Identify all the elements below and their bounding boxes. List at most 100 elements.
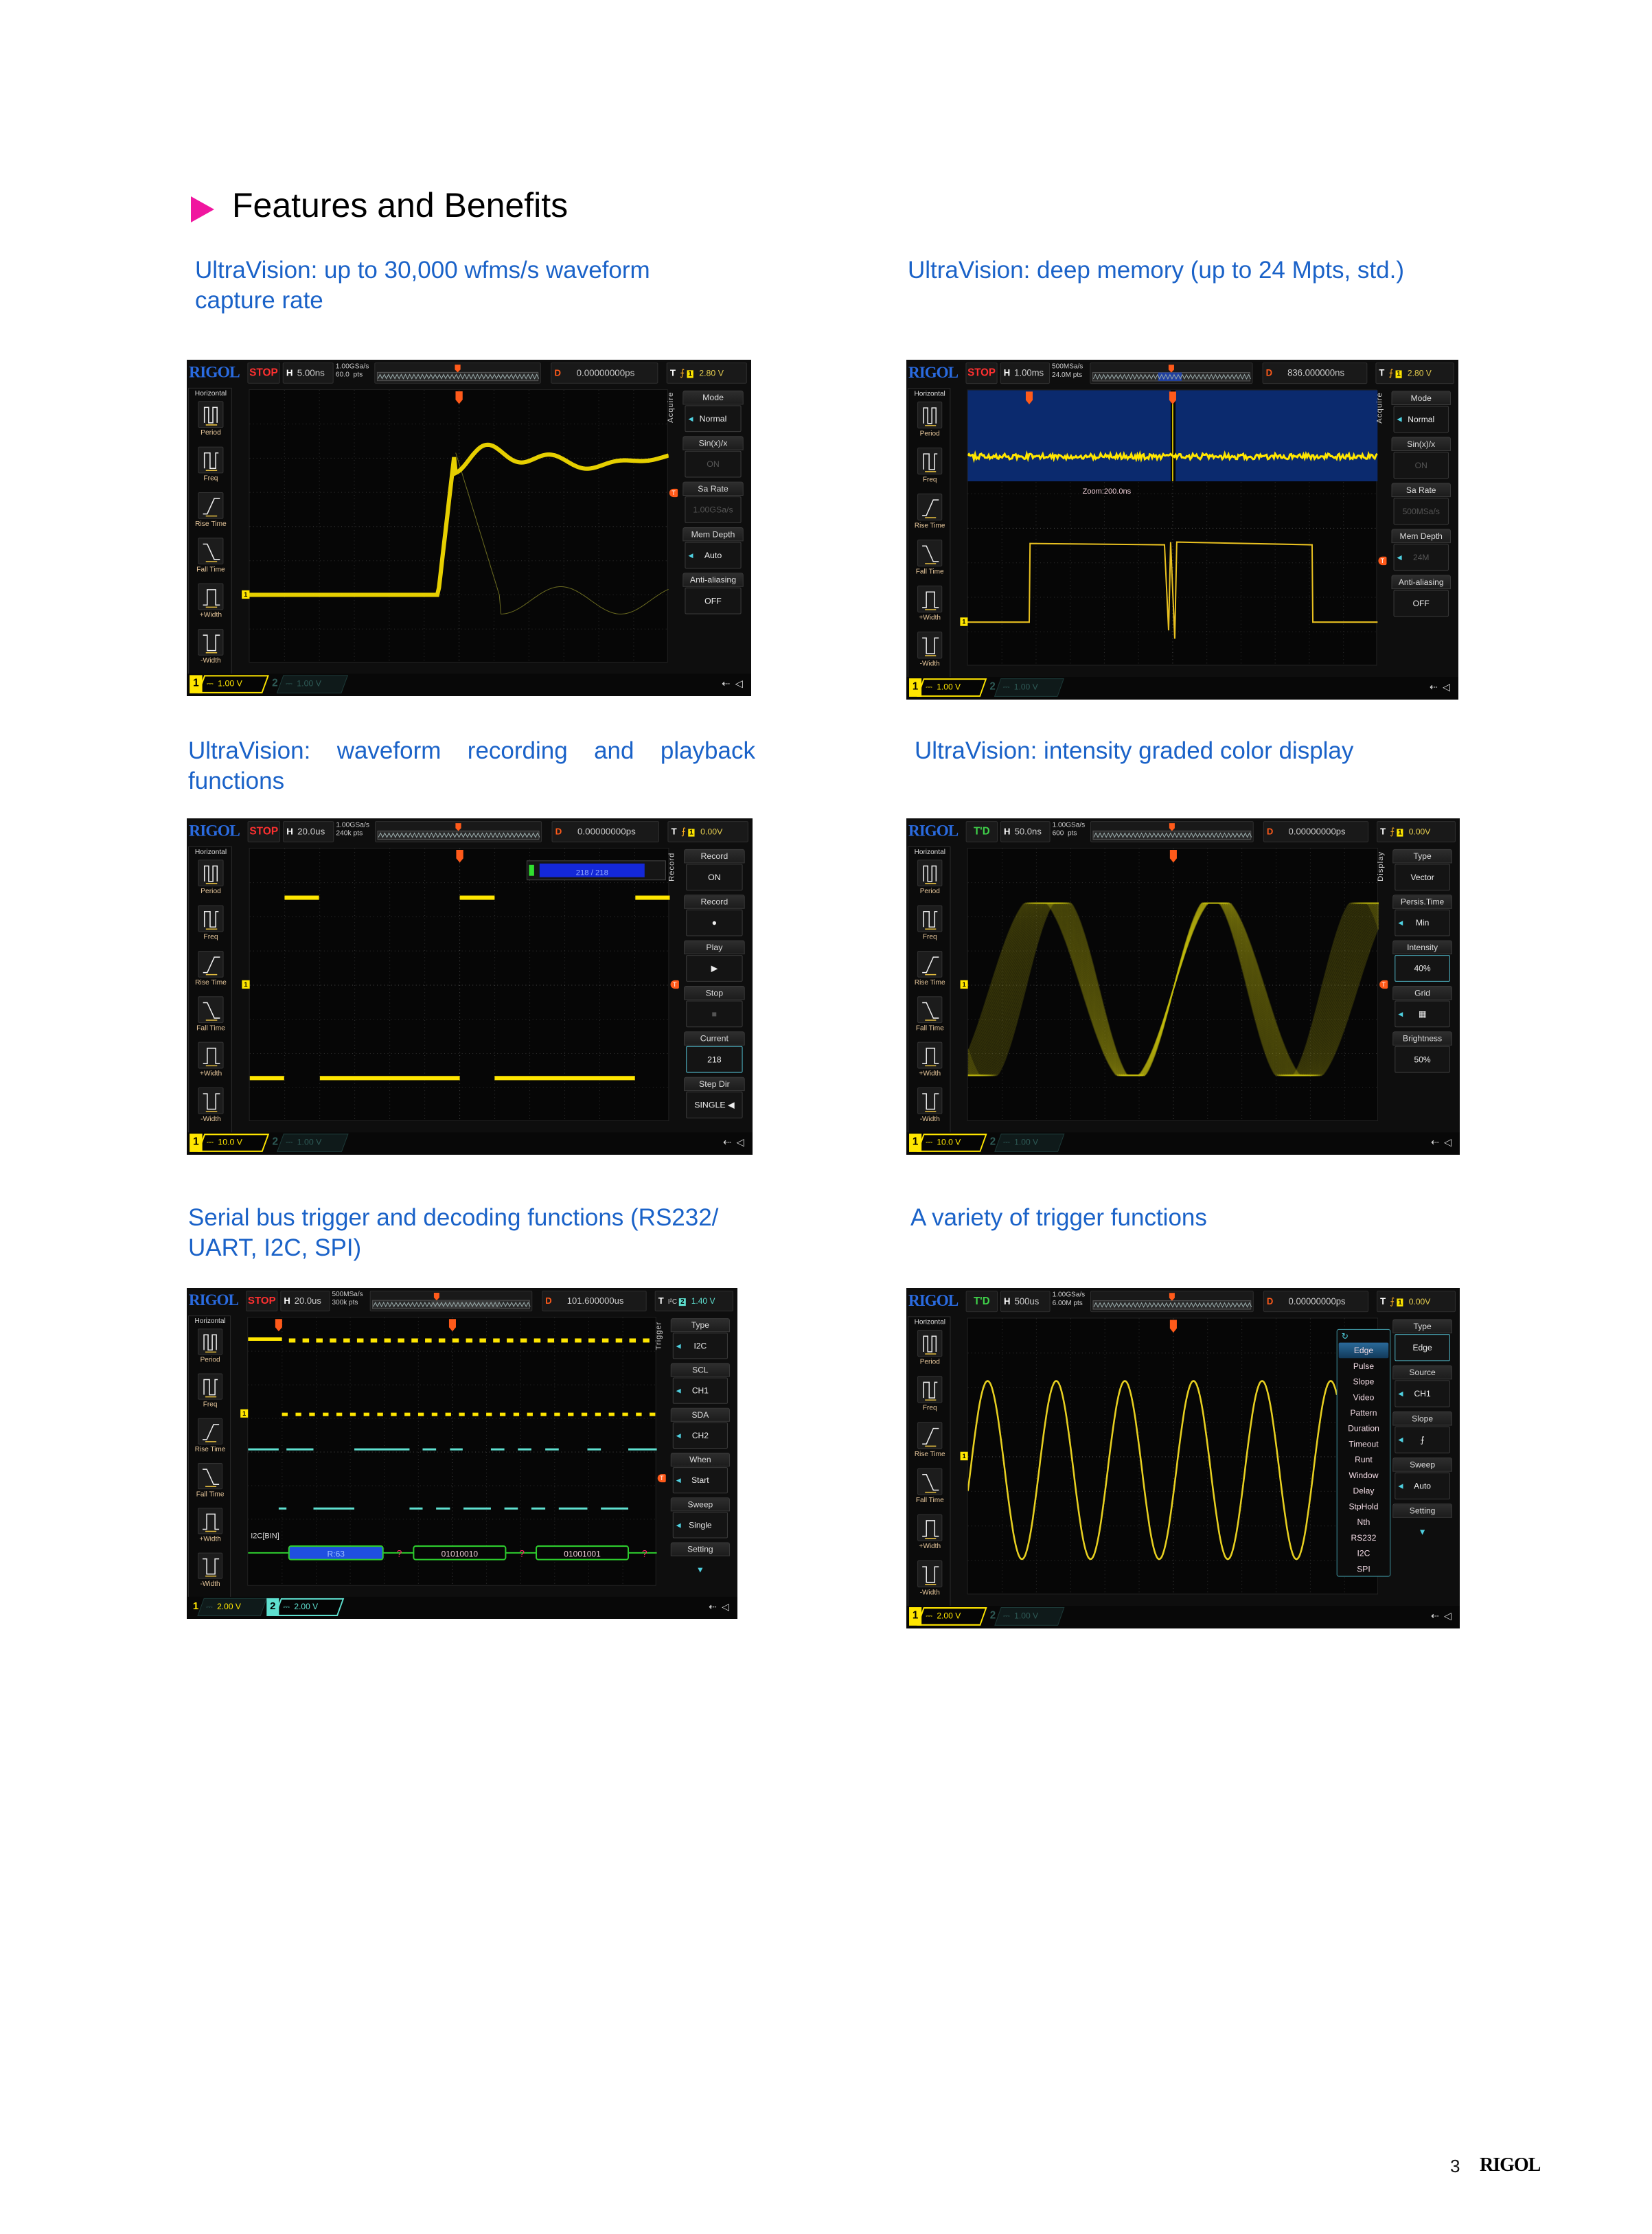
measure-item-width[interactable]: +Width — [189, 1508, 231, 1552]
ch2-scale-button[interactable]: 2 ⎓ 1.00 V — [268, 675, 346, 693]
menu-item-value-box[interactable]: ◀ 24M — [1394, 544, 1449, 571]
ch1-scale-button[interactable]: 1 ⎓ 2.00 V — [909, 1607, 985, 1626]
measure-item-freq[interactable]: Freq — [189, 447, 233, 492]
menu-item-value-box[interactable]: OFF — [685, 588, 741, 614]
speaker-muted-icon[interactable]: ◁ — [735, 678, 743, 689]
menu-item-persis-time[interactable]: Persis.Time ◀ Min — [1392, 895, 1452, 938]
menu-item-value-box[interactable]: 1.00GSa/s — [685, 496, 741, 523]
memory-position-bar[interactable] — [374, 362, 540, 384]
trigger-type-option[interactable]: I2C — [1339, 1545, 1389, 1561]
delay-box[interactable]: D 0.00000000ps — [1263, 1291, 1368, 1312]
menu-item-value-box[interactable]: ◀ Normal — [1394, 406, 1449, 433]
trigger-box[interactable]: T ⨍ 1 0.00V — [667, 821, 748, 842]
trigger-type-option[interactable]: Window — [1339, 1467, 1389, 1483]
waveform-display[interactable] — [967, 848, 1378, 1121]
trigger-type-option[interactable]: Duration — [1339, 1420, 1389, 1436]
measure-item-rise-time[interactable]: Rise Time — [189, 1418, 231, 1462]
trigger-level-marker[interactable]: T — [671, 980, 679, 989]
menu-item-value-box[interactable]: ■ — [686, 1000, 742, 1027]
trigger-type-option[interactable]: RS232 — [1339, 1530, 1389, 1545]
trigger-type-option[interactable]: Delay — [1339, 1483, 1389, 1499]
ch1-scale-button[interactable]: 1 ⎓ 2.00 V — [190, 1598, 265, 1616]
menu-item-slope[interactable]: Slope ◀ ⨍ — [1392, 1412, 1452, 1455]
menu-item-value-box[interactable]: ◀ Normal — [685, 405, 741, 432]
menu-item-mode[interactable]: Mode ◀ Normal — [682, 391, 743, 434]
memory-position-bar[interactable] — [1090, 1291, 1254, 1312]
ch2-scale-button[interactable]: 2 ⎓ 2.00 V — [266, 1598, 342, 1616]
ch2-scale-button[interactable]: 2 ⎓ 1.00 V — [987, 1607, 1063, 1626]
run-state-badge[interactable]: T'D — [966, 1291, 998, 1312]
menu-item-value-box[interactable]: 40% — [1395, 955, 1450, 982]
delay-box[interactable]: D 0.00000000ps — [551, 821, 659, 842]
measure-item-period[interactable]: Period — [189, 860, 233, 904]
measure-item-fall-time[interactable]: Fall Time — [189, 1463, 231, 1507]
menu-item-type[interactable]: Type ◀ I2C — [671, 1318, 730, 1361]
trigger-type-option[interactable]: StpHold — [1339, 1499, 1389, 1515]
menu-item-value-box[interactable]: ON — [686, 864, 742, 890]
trigger-type-option[interactable]: Runt — [1339, 1452, 1389, 1468]
speaker-muted-icon[interactable]: ◁ — [1443, 681, 1450, 693]
memory-position-bar[interactable] — [1090, 362, 1252, 384]
trigger-type-list[interactable]: ↻ Edge Pulse Slope Video Pattern Duration Timeo… — [1337, 1329, 1391, 1577]
menu-item-value-box[interactable]: 50% — [1395, 1046, 1450, 1073]
menu-item-value-box[interactable]: ▼ — [673, 1557, 728, 1583]
waveform-display[interactable] — [249, 389, 667, 663]
measure-item-freq[interactable]: Freq — [908, 448, 951, 493]
menu-item-value-box[interactable]: 218 — [686, 1046, 742, 1073]
run-state-badge[interactable]: STOP — [246, 1291, 277, 1311]
measure-item-period[interactable]: Period — [908, 402, 951, 447]
waveform-display[interactable]: 218 / 218 — [249, 848, 669, 1121]
ch1-offset-marker[interactable]: 1 — [961, 1452, 968, 1460]
measure-item-width[interactable]: -Width — [908, 1087, 951, 1132]
waveform-display[interactable]: Zoom:200.0ns — [967, 389, 1377, 665]
measure-item-period[interactable]: Period — [908, 860, 951, 904]
menu-item-sa-rate[interactable]: Sa Rate 500MSa/s — [1392, 483, 1451, 527]
menu-item-record[interactable]: Record ON — [684, 849, 745, 893]
menu-item-value-box[interactable]: ◀ Auto — [685, 542, 741, 568]
menu-item-value-box[interactable]: ◀ Auto — [1395, 1473, 1450, 1499]
measure-item-rise-time[interactable]: Rise Time — [908, 951, 951, 995]
ch2-scale-button[interactable]: 2 ⎓ 1.00 V — [987, 1133, 1063, 1152]
menu-item-value-box[interactable]: Edge — [1395, 1334, 1450, 1361]
measure-item-width[interactable]: -Width — [908, 1561, 951, 1606]
menu-item-scl[interactable]: SCL ◀ CH1 — [671, 1363, 730, 1405]
measure-item-rise-time[interactable]: Rise Time — [189, 951, 233, 995]
trigger-box[interactable]: T ⨍ 1 0.00V — [1377, 1291, 1456, 1312]
menu-item-value-box[interactable]: ◀ CH1 — [1395, 1380, 1450, 1407]
ch1-offset-marker[interactable]: 1 — [960, 617, 967, 625]
memory-position-bar[interactable] — [370, 1291, 533, 1311]
ch2-scale-button[interactable]: 2 ⎓ 1.00 V — [987, 678, 1063, 697]
menu-item-when[interactable]: When ◀ Start — [671, 1453, 730, 1495]
timebase-box[interactable]: H 20.0us — [283, 821, 334, 842]
measure-item-freq[interactable]: Freq — [189, 1374, 231, 1418]
trigger-type-option[interactable]: Pulse — [1339, 1358, 1389, 1374]
measure-item-width[interactable]: +Width — [908, 1042, 951, 1087]
measure-item-freq[interactable]: Freq — [908, 906, 951, 950]
menu-item-setting[interactable]: Setting ▼ — [1392, 1504, 1452, 1547]
trigger-type-option[interactable]: Nth — [1339, 1515, 1389, 1530]
trigger-type-option[interactable]: Slope — [1339, 1374, 1389, 1390]
menu-item-stop[interactable]: Stop ■ — [684, 986, 745, 1029]
measure-item-width[interactable]: -Width — [908, 632, 951, 677]
timebase-box[interactable]: H 500us — [1000, 1291, 1051, 1312]
menu-item-sin-x-x[interactable]: Sin(x)/x ON — [1392, 437, 1451, 481]
menu-item-current[interactable]: Current 218 — [684, 1031, 745, 1074]
measure-item-rise-time[interactable]: Rise Time — [908, 1422, 951, 1467]
measure-item-width[interactable]: -Width — [189, 1087, 233, 1132]
menu-item-value-box[interactable]: OFF — [1394, 590, 1449, 617]
trigger-level-marker[interactable]: T — [658, 1474, 666, 1482]
menu-item-value-box[interactable]: ◀ Single — [673, 1512, 728, 1538]
trigger-level-marker[interactable]: T — [1379, 980, 1388, 989]
trigger-type-option[interactable]: Timeout — [1339, 1436, 1389, 1452]
speaker-muted-icon[interactable]: ◁ — [1444, 1136, 1452, 1148]
trigger-box[interactable]: T ⨍ 1 0.00V — [1377, 821, 1456, 842]
menu-item-sweep[interactable]: Sweep ◀ Auto — [1392, 1458, 1452, 1501]
menu-item-value-box[interactable]: ▼ — [1395, 1519, 1450, 1545]
menu-item-setting[interactable]: Setting ▼ — [671, 1543, 730, 1585]
menu-item-brightness[interactable]: Brightness 50% — [1392, 1031, 1452, 1074]
trigger-type-option[interactable]: Edge — [1339, 1343, 1389, 1359]
run-state-badge[interactable]: STOP — [965, 362, 997, 384]
ch1-scale-button[interactable]: 1 ⎓ 1.00 V — [909, 678, 985, 697]
measure-item-period[interactable]: Period — [189, 1328, 231, 1372]
trigger-type-option[interactable]: Video — [1339, 1390, 1389, 1405]
